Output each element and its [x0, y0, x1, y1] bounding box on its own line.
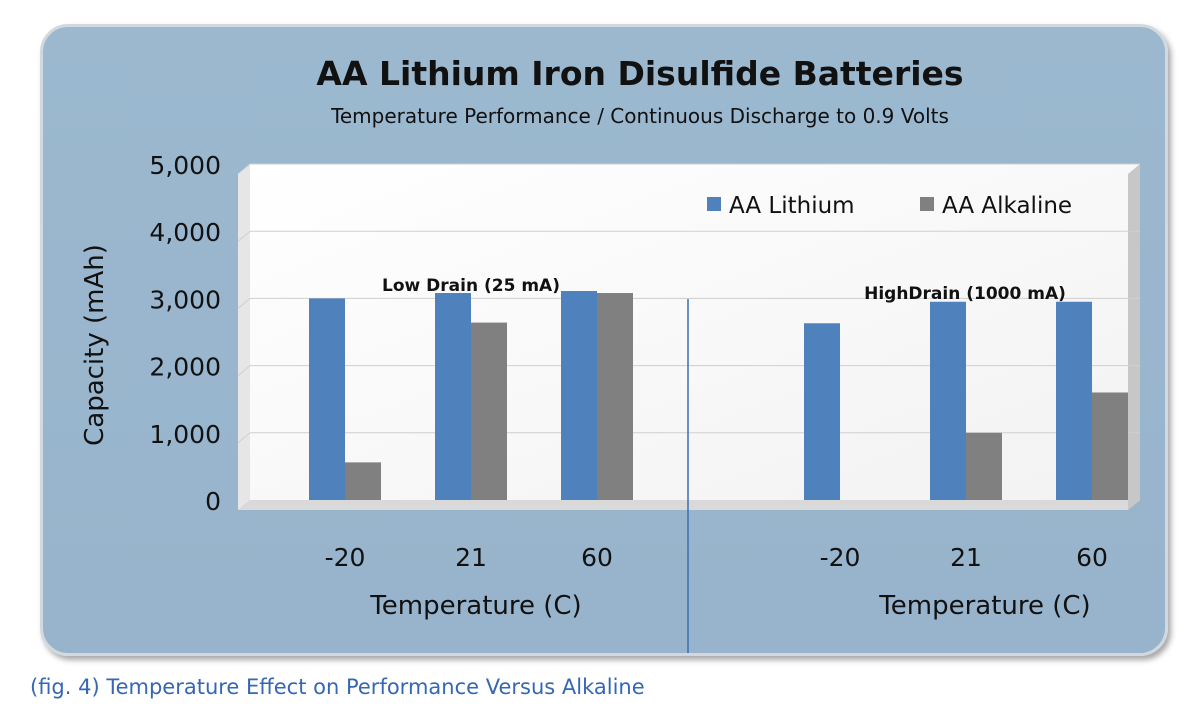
y-tick-label: 1,000 [149, 420, 221, 449]
x-tick-label: -20 [820, 543, 861, 572]
x-tick-label: 60 [1076, 543, 1108, 572]
gridline-side [237, 432, 251, 444]
bars [309, 291, 1128, 500]
legend-swatch [920, 197, 934, 211]
gridline-side [237, 298, 251, 309]
y-axis-title: Capacity (mAh) [80, 244, 110, 446]
bar-aa-alkaline [966, 432, 1002, 500]
bar-aa-alkaline [471, 322, 507, 500]
y-tick-label: 3,000 [149, 285, 221, 314]
x-tick-label: 21 [455, 543, 487, 572]
x-tick-label: -20 [325, 543, 366, 572]
y-tick-label: 0 [205, 487, 221, 516]
bar-aa-alkaline [1092, 392, 1128, 500]
x-axis-title: Temperature (C) [878, 591, 1090, 621]
y-tick-label: 2,000 [149, 353, 221, 382]
chart-svg: AA Lithium Iron Disulfide Batteries Temp… [80, 54, 1140, 653]
legend-label: AA Alkaline [942, 193, 1072, 219]
plot-floor [238, 500, 1140, 510]
x-tick-label: 21 [950, 543, 982, 572]
plot-left-wall [238, 164, 250, 510]
x-axis-ticks: -20 21 60 -20 21 60 [325, 543, 1108, 572]
bar-aa-lithium [930, 301, 966, 500]
bar-aa-lithium [1056, 301, 1092, 500]
group-label: Low Drain (25 mA) [382, 276, 560, 296]
x-tick-label: 60 [581, 543, 613, 572]
bar-aa-alkaline [597, 293, 633, 500]
y-tick-label: 4,000 [149, 218, 221, 247]
gridline-side [237, 163, 251, 175]
gridlines [237, 163, 1140, 444]
gridline-side [237, 365, 251, 376]
group-labels: Low Drain (25 mA) HighDrain (1000 mA) [382, 276, 1066, 304]
y-tick-label: 5,000 [149, 151, 221, 180]
legend: AA Lithium AA Alkaline [707, 193, 1072, 219]
legend-swatch [707, 197, 721, 211]
bar-aa-lithium [561, 291, 597, 500]
group-label: HighDrain (1000 mA) [864, 284, 1066, 304]
chart-title: AA Lithium Iron Disulfide Batteries [316, 54, 963, 93]
figure-caption: (fig. 4) Temperature Effect on Performan… [30, 675, 645, 699]
chart-subtitle: Temperature Performance / Continuous Dis… [330, 104, 949, 128]
gridline-side [237, 230, 251, 242]
bar-aa-lithium [435, 293, 471, 500]
bar-aa-lithium [804, 323, 840, 500]
plot-right-edge [1128, 164, 1140, 510]
y-axis-ticks: 5,000 4,000 3,000 2,000 1,000 0 [149, 151, 221, 516]
chart-panel: AA Lithium Iron Disulfide Batteries Temp… [40, 24, 1168, 656]
bar-aa-alkaline [345, 462, 381, 500]
x-axis-title: Temperature (C) [369, 591, 581, 621]
x-axis-titles: Temperature (C) Temperature (C) [369, 591, 1090, 621]
bar-aa-lithium [309, 298, 345, 500]
legend-label: AA Lithium [729, 193, 855, 219]
